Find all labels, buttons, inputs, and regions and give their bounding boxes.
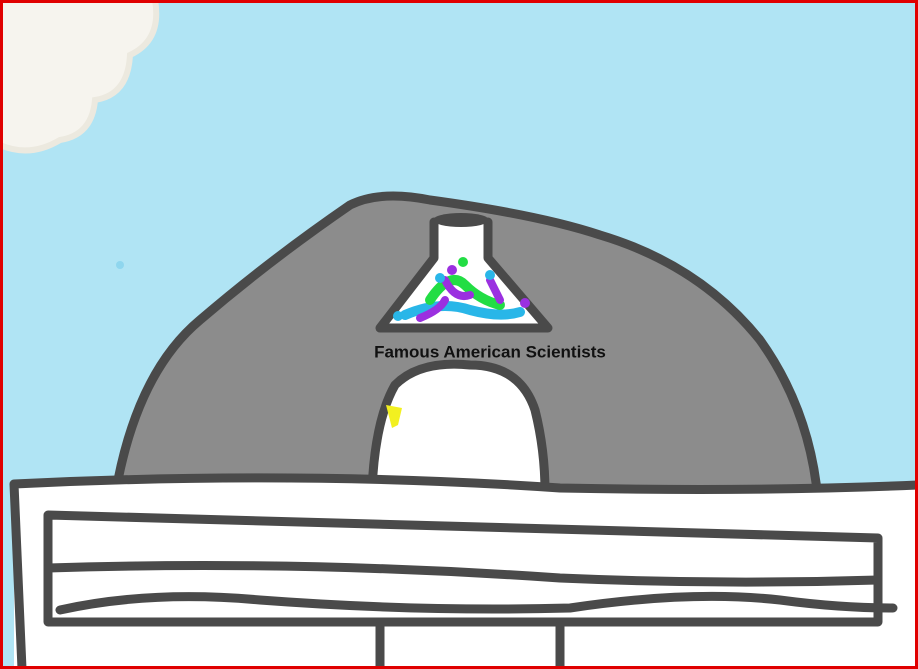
flask-rim (433, 213, 489, 227)
stage: Famous American Scientists (0, 0, 918, 669)
label: Famous American Scientists (374, 342, 606, 361)
page: Famous American Scientists (() => { cons… (0, 0, 918, 669)
dot (116, 261, 124, 269)
